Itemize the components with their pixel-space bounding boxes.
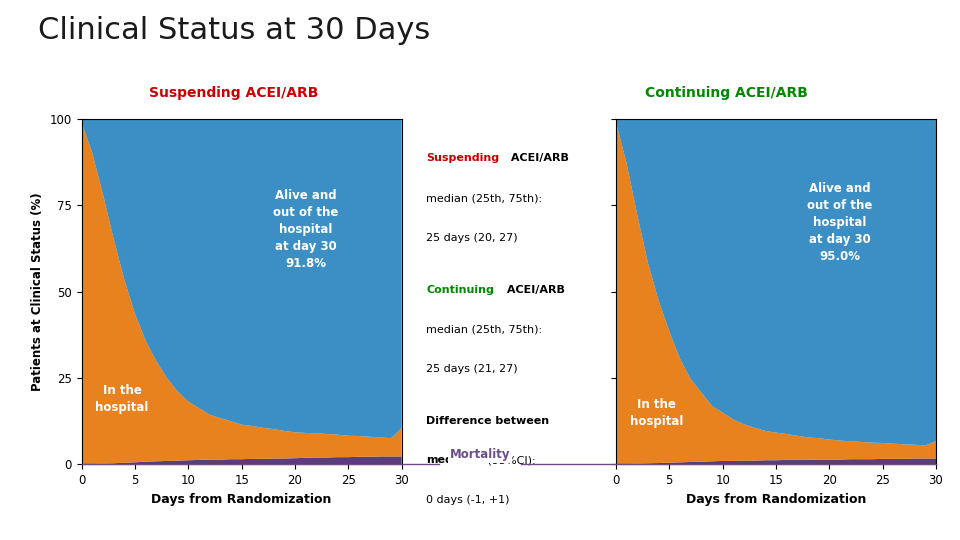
Text: In the
hospital: In the hospital	[95, 384, 149, 414]
Text: Alive and
out of the
hospital
at day 30
91.8%: Alive and out of the hospital at day 30 …	[273, 189, 338, 270]
Text: 25 days (20, 27): 25 days (20, 27)	[426, 233, 517, 243]
Text: Alive and
out of the
hospital
at day 30
95.0%: Alive and out of the hospital at day 30 …	[807, 182, 873, 263]
Text: Continuing ACEI/ARB: Continuing ACEI/ARB	[645, 86, 808, 100]
Text: 25 days (21, 27): 25 days (21, 27)	[426, 364, 517, 374]
Text: 0 days (-1, +1): 0 days (-1, +1)	[426, 495, 510, 505]
Text: Suspending ACEI/ARB: Suspending ACEI/ARB	[149, 86, 318, 100]
Text: (95%CI):: (95%CI):	[484, 455, 536, 465]
X-axis label: Days from Randomization: Days from Randomization	[152, 492, 332, 505]
Text: In the
hospital: In the hospital	[630, 397, 684, 428]
Text: ACEI/ARB: ACEI/ARB	[507, 153, 568, 164]
Text: Mortality: Mortality	[449, 448, 511, 461]
Text: ACEI/ARB: ACEI/ARB	[503, 285, 564, 294]
Text: median (25th, 75th):: median (25th, 75th):	[426, 193, 542, 203]
Text: Continuing: Continuing	[426, 285, 494, 294]
Text: Clinical Status at 30 Days: Clinical Status at 30 Days	[38, 16, 431, 45]
Text: Difference between: Difference between	[426, 416, 549, 426]
Text: Suspending: Suspending	[426, 153, 499, 164]
Y-axis label: Patients at Clinical Status (%): Patients at Clinical Status (%)	[31, 192, 44, 391]
X-axis label: Days from Randomization: Days from Randomization	[685, 492, 866, 505]
Text: median: median	[426, 455, 472, 465]
Text: median (25th, 75th):: median (25th, 75th):	[426, 324, 542, 334]
